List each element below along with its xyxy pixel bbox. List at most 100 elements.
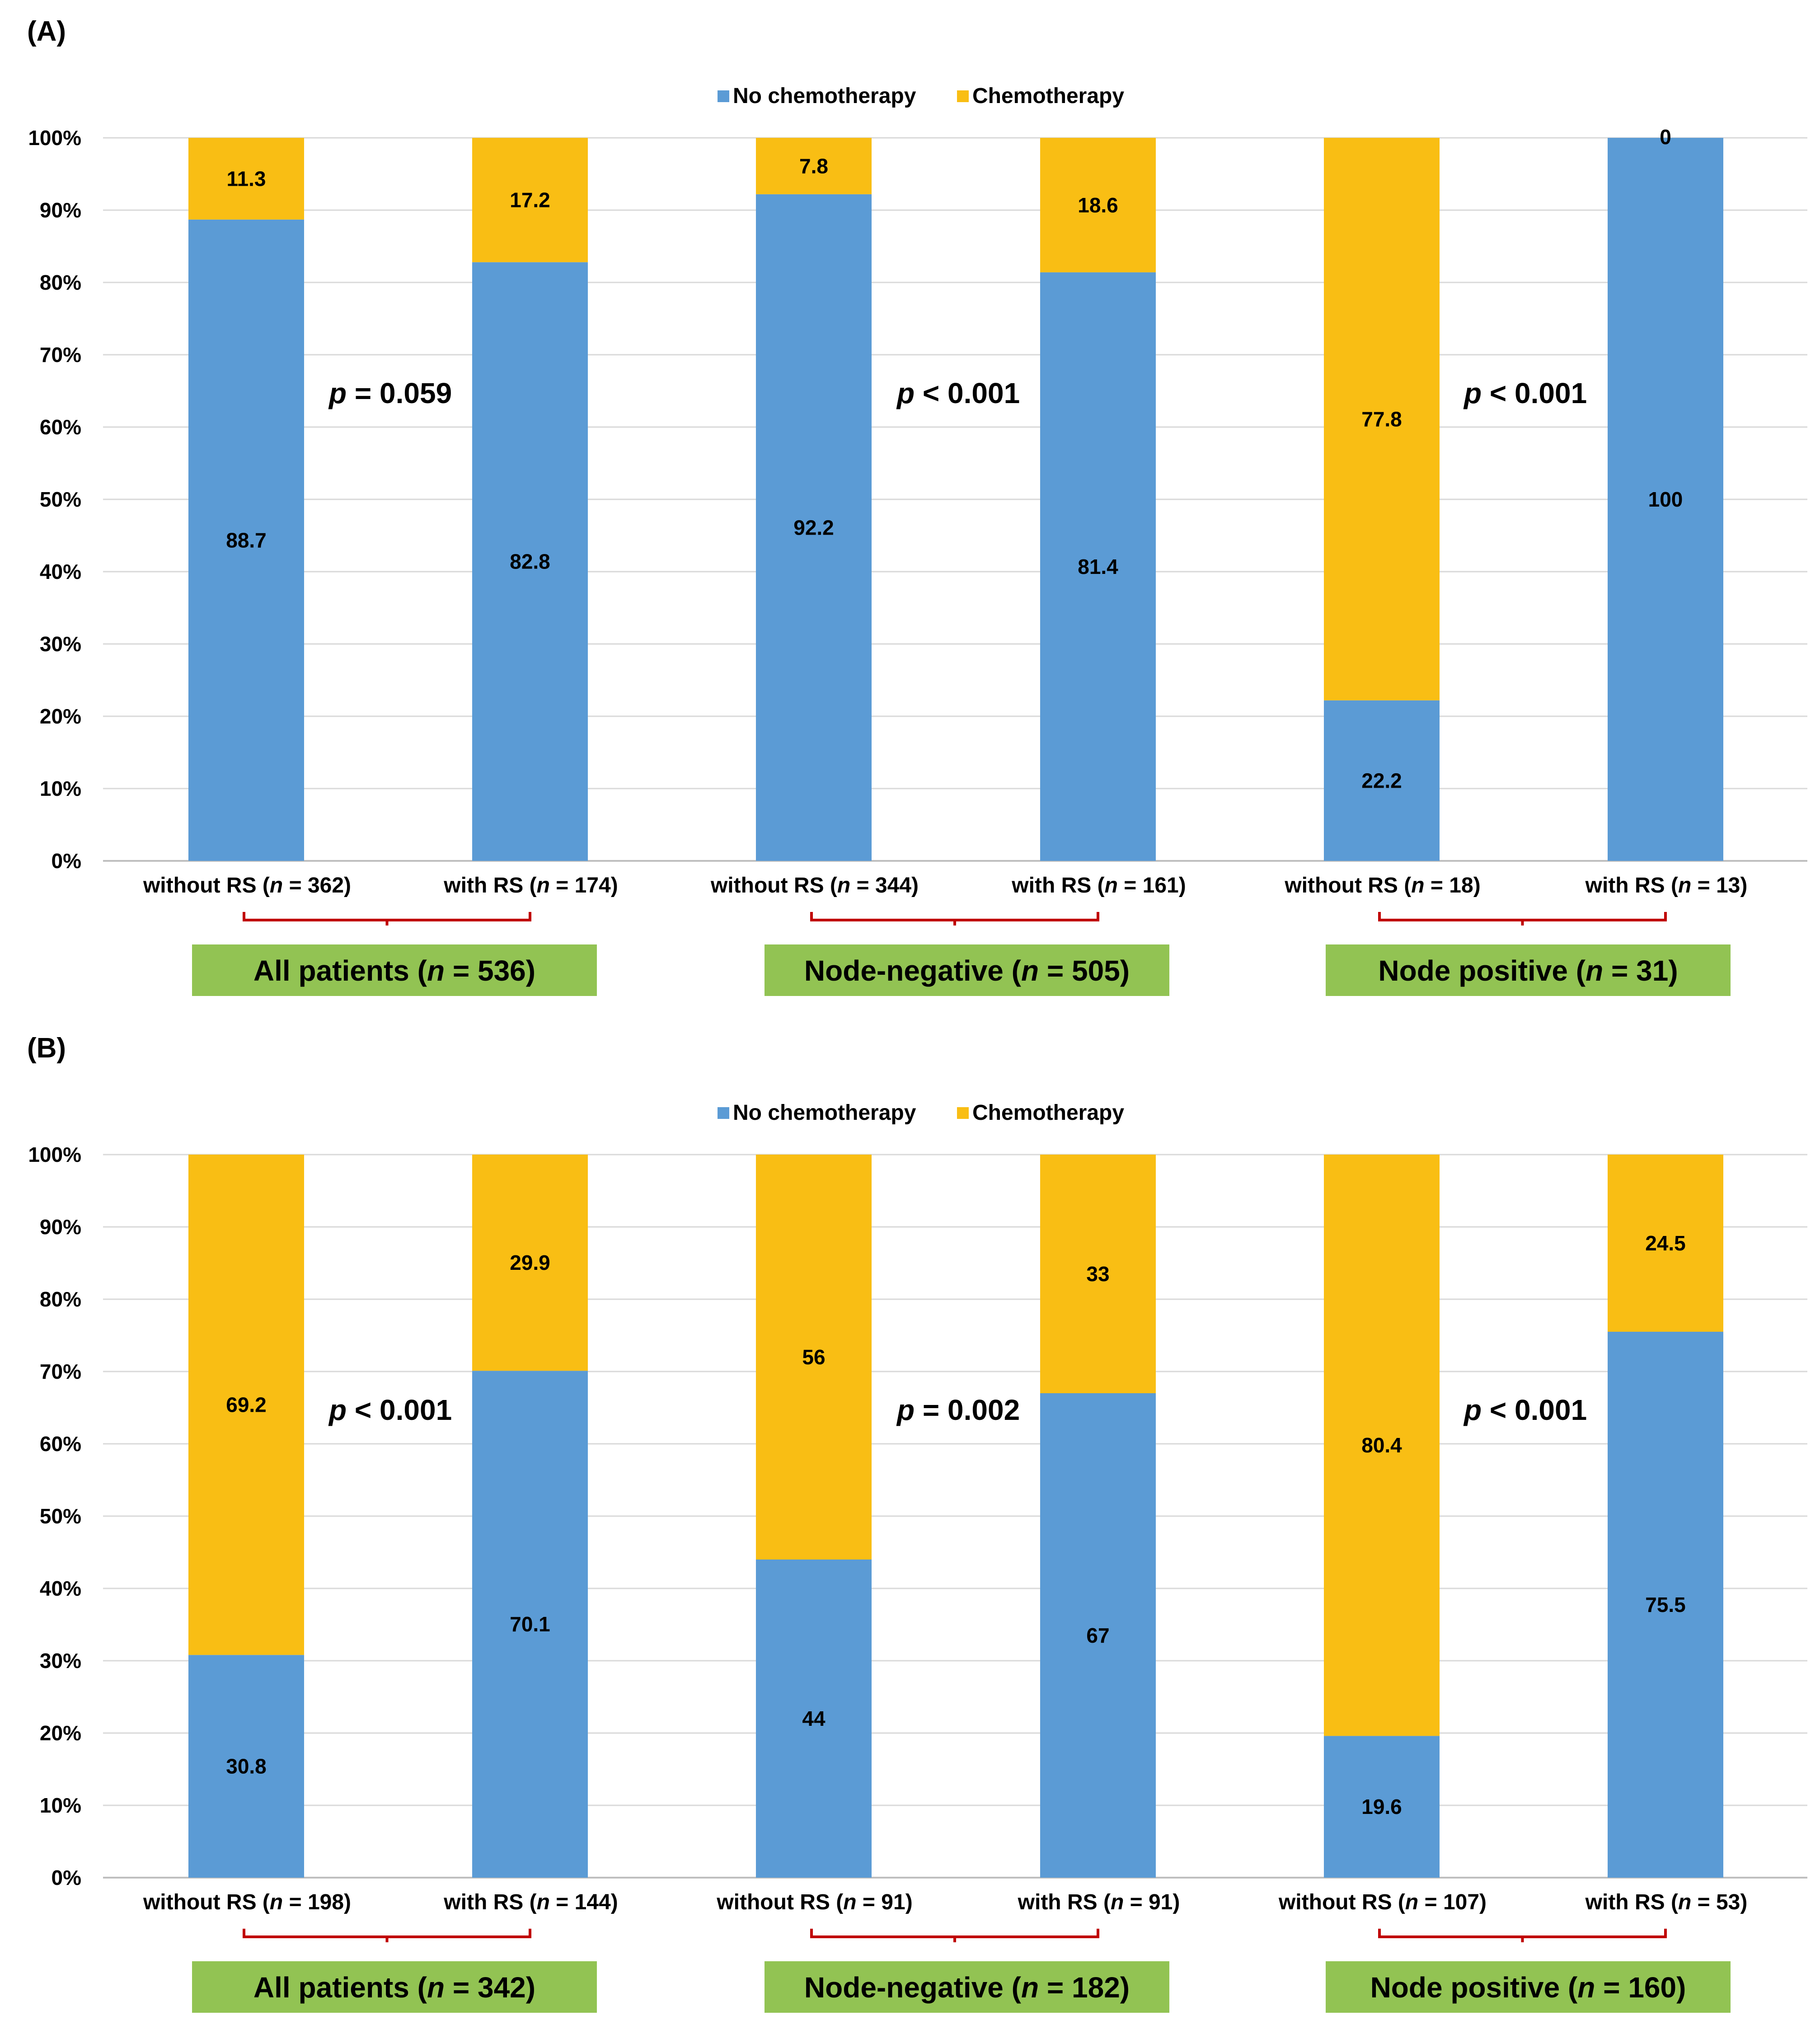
- y-tick-label: 0%: [52, 1866, 81, 1889]
- x-tick-label-count: = 13): [1691, 874, 1747, 897]
- bar-no-chemotherapy: [756, 1560, 872, 1878]
- x-tick-label-n: n: [1105, 874, 1118, 897]
- data-label-chemotherapy: 69.2: [226, 1393, 267, 1417]
- x-tick-label: without RS (n = 107): [1278, 1890, 1487, 1914]
- x-tick-label-count: = 161): [1118, 874, 1186, 897]
- group-label-part: All patients (: [253, 954, 427, 987]
- y-tick-label: 20%: [40, 705, 81, 728]
- legend-swatch-no-chemotherapy: [718, 90, 729, 102]
- bar-no-chemotherapy: [1608, 1332, 1723, 1878]
- bar-chemotherapy: [1608, 1155, 1723, 1332]
- x-tick-label-count: = 91): [1124, 1890, 1180, 1914]
- y-tick-label: 70%: [40, 343, 81, 366]
- group-label-part: All patients (: [253, 1971, 427, 2004]
- group-box: [1326, 1961, 1731, 2013]
- group-label-part: Node-negative (: [804, 954, 1022, 987]
- x-tick-label-count: = 18): [1425, 874, 1481, 897]
- p-value: p < 0.001: [328, 1394, 452, 1426]
- data-label-no-chemotherapy: 88.7: [226, 528, 267, 552]
- group-label: Node positive (n = 160): [1370, 1971, 1686, 2004]
- p-value: p = 0.002: [896, 1394, 1020, 1426]
- y-tick-label: 80%: [40, 1287, 81, 1311]
- legend-label-chemotherapy: Chemotherapy: [972, 84, 1124, 108]
- bar-no-chemotherapy: [472, 1371, 588, 1878]
- y-tick-label: 10%: [40, 1794, 81, 1817]
- p-symbol: p: [328, 1394, 347, 1426]
- x-tick-label-count: = 198): [283, 1890, 351, 1914]
- data-label-no-chemotherapy: 70.1: [510, 1612, 550, 1636]
- x-tick-label-count: = 144): [550, 1890, 618, 1914]
- x-tick-label-count: = 362): [283, 874, 351, 897]
- p-symbol: p: [1463, 377, 1482, 409]
- group-bracket: [243, 1929, 531, 1942]
- x-tick-label-count: = 344): [850, 874, 919, 897]
- y-tick-label: 60%: [40, 1432, 81, 1456]
- data-label-chemotherapy: 17.2: [510, 188, 550, 212]
- group-label: All patients (n = 342): [253, 1971, 535, 2004]
- x-tick-label-count: = 174): [550, 874, 618, 897]
- bar-chemotherapy: [1324, 1155, 1440, 1736]
- x-tick-label-part: without RS (: [1278, 1890, 1405, 1914]
- panel-label: (B): [27, 1033, 66, 1064]
- group-label-n: n: [1021, 954, 1039, 987]
- data-label-chemotherapy: 0: [1660, 125, 1671, 149]
- data-label-no-chemotherapy: 75.5: [1645, 1593, 1686, 1616]
- x-tick-label-count: = 107): [1418, 1890, 1487, 1914]
- bar-no-chemotherapy: [188, 219, 304, 861]
- x-tick-label: without RS (n = 362): [143, 874, 351, 897]
- x-tick-label-count: = 53): [1691, 1890, 1747, 1914]
- x-tick-label-part: without RS (: [716, 1890, 843, 1914]
- p-symbol: p: [896, 1394, 915, 1426]
- x-tick-label-part: without RS (: [143, 1890, 270, 1914]
- x-tick-label-n: n: [1411, 874, 1424, 897]
- group-box: [1326, 944, 1731, 996]
- data-label-no-chemotherapy: 81.4: [1078, 555, 1118, 578]
- bar-chemotherapy: [1040, 1155, 1156, 1393]
- x-tick-label-n: n: [1678, 1890, 1691, 1914]
- p-value: p = 0.059: [328, 377, 452, 409]
- bar-chemotherapy: [188, 1155, 304, 1655]
- p-value: p < 0.001: [896, 377, 1020, 409]
- y-tick-label: 20%: [40, 1721, 81, 1745]
- data-label-no-chemotherapy: 19.6: [1361, 1795, 1402, 1818]
- legend: No chemotherapy Chemotherapy: [718, 84, 1124, 108]
- x-tick-label-part: with RS (: [443, 874, 536, 897]
- group-label-part: Node positive (: [1378, 954, 1585, 987]
- data-label-chemotherapy: 80.4: [1361, 1433, 1402, 1457]
- x-tick-label: with RS (n = 13): [1585, 874, 1748, 897]
- bar-chemotherapy: [1324, 138, 1440, 700]
- x-tick-label-part: without RS (: [143, 874, 270, 897]
- p-symbol: p: [1463, 1394, 1482, 1426]
- bar-chemotherapy: [188, 138, 304, 220]
- x-tick-label-n: n: [1405, 1890, 1418, 1914]
- group-label-count: = 160): [1595, 1971, 1686, 2004]
- group-box: [192, 944, 597, 996]
- group-label-count: = 342): [445, 1971, 535, 2004]
- x-tick-label-part: with RS (: [1585, 1890, 1678, 1914]
- y-tick-label: 90%: [40, 1215, 81, 1239]
- y-tick-label: 50%: [40, 1504, 81, 1528]
- data-label-no-chemotherapy: 30.8: [226, 1755, 267, 1778]
- x-tick-label-part: with RS (: [443, 1890, 536, 1914]
- group-bracket: [810, 1929, 1099, 1942]
- y-tick-label: 50%: [40, 488, 81, 511]
- group-label-n: n: [427, 954, 445, 987]
- x-tick-label: with RS (n = 161): [1011, 874, 1186, 897]
- x-tick-label-part: without RS (: [710, 874, 837, 897]
- legend-label-no-chemotherapy: No chemotherapy: [733, 1101, 916, 1125]
- bar-chemotherapy: [1040, 138, 1156, 272]
- x-tick-label-n: n: [837, 874, 850, 897]
- x-tick-label-n: n: [537, 874, 550, 897]
- bar-chemotherapy: [756, 1155, 872, 1560]
- x-tick-label: without RS (n = 18): [1284, 874, 1480, 897]
- bar-no-chemotherapy: [188, 1655, 304, 1878]
- legend-swatch-no-chemotherapy: [718, 1107, 729, 1119]
- p-value-number: < 0.001: [1482, 1394, 1587, 1426]
- x-tick-label-part: with RS (: [1011, 874, 1104, 897]
- x-tick-label-part: with RS (: [1018, 1890, 1111, 1914]
- group-box: [765, 1961, 1169, 2013]
- group-label-n: n: [1585, 954, 1603, 987]
- legend-label-no-chemotherapy: No chemotherapy: [733, 84, 916, 108]
- x-tick-label-n: n: [843, 1890, 856, 1914]
- group-label-n: n: [427, 1971, 445, 2004]
